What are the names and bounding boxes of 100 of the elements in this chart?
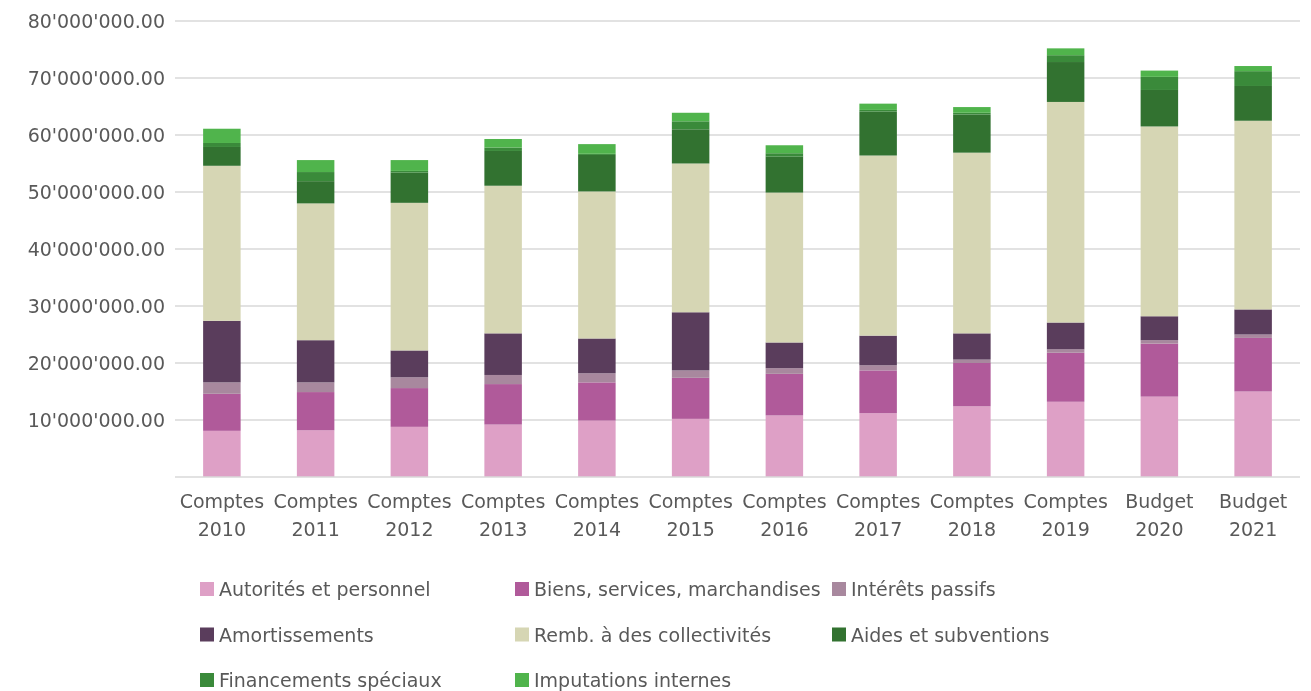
bar [953,406,991,477]
x-tick-label: Comptes 2017 [835,490,921,540]
x-tick-label: Comptes 2015 [648,490,733,540]
y-tick-label: 80'000'000.00 [27,10,165,32]
legend-label: Amortissements [219,623,374,646]
bar [1140,343,1179,397]
bar [390,426,429,477]
bar [1140,89,1179,127]
bar [671,418,710,477]
bar [859,155,897,336]
bar [1140,76,1179,90]
bar [859,370,897,414]
bar [1046,48,1085,56]
bar [1046,62,1085,102]
bar [390,388,429,427]
bar [1046,55,1085,63]
bar [484,424,522,477]
y-tick-label: 40'000'000.00 [27,238,165,260]
bar [953,363,991,407]
bar [1046,401,1085,477]
bar [203,165,241,321]
bar [296,392,335,431]
y-tick-label: 20'000'000.00 [27,352,165,374]
bar [484,185,522,334]
legend-label: Imputations internes [534,669,732,691]
bar [859,335,897,366]
bar [671,163,710,313]
y-tick-label: 60'000'000.00 [27,124,165,146]
bar [203,142,241,147]
y-tick-label: 70'000'000.00 [27,67,165,89]
bar [1140,316,1179,341]
bar [578,154,616,192]
bar [1046,322,1085,350]
bar [1234,66,1272,72]
legend-label: Remb. à des collectivités [534,623,772,646]
bar [671,129,710,164]
bar [953,107,991,113]
bar [1234,309,1272,335]
bar [765,192,804,343]
bar [1046,349,1085,353]
bar [1234,71,1272,86]
x-tick-label: Comptes 2019 [1023,490,1108,540]
bar [390,172,429,203]
legend-label: Financements spéciaux [219,669,442,691]
bar [578,144,616,154]
x-tick-label: Comptes 2011 [273,490,358,540]
bar [671,121,710,130]
bar [765,415,804,477]
bar [765,368,804,374]
y-tick-label: 50'000'000.00 [27,181,165,203]
bar [578,373,616,383]
bar [671,377,710,419]
bar [484,384,522,425]
bar [1140,126,1179,317]
bar [484,150,522,186]
legend-label: Biens, services, marchandises [534,578,821,600]
bar [578,382,616,421]
x-tick-label: Comptes 2016 [742,490,827,540]
bar [1234,337,1272,392]
bar [578,338,616,374]
bar [296,382,335,393]
bar [671,112,710,122]
x-tick-label: Budget 2021 [1218,490,1288,540]
x-tick-label: Comptes 2012 [367,490,452,540]
bar [765,153,804,157]
bar [765,342,804,369]
bar [1234,120,1272,310]
bar [203,382,241,394]
bar [296,160,335,173]
bar [953,333,991,360]
bar [296,430,335,477]
x-tick-label: Comptes 2018 [929,490,1015,540]
x-tick-label: Budget 2020 [1125,490,1194,540]
bar [484,138,522,148]
bar [296,181,335,204]
bar [953,114,991,153]
bar [859,413,897,477]
bar [1140,70,1179,77]
bar [1234,391,1272,477]
bar [578,420,616,477]
bar [390,202,429,351]
bar [953,152,991,334]
x-tick-label: Comptes 2010 [179,490,265,540]
bar [203,146,241,166]
bar [1140,340,1179,344]
bar [859,111,897,156]
bar [1140,396,1179,477]
bar [296,340,335,383]
bar [1046,352,1085,402]
legend-label: Autorités et personnel [219,578,431,600]
bar [203,430,241,477]
y-tick-label: 10'000'000.00 [27,409,165,431]
y-tick-label: 30'000'000.00 [27,295,165,317]
bar [765,145,804,154]
bar [484,374,522,385]
bar [484,333,522,375]
bar [859,365,897,371]
legend-label: Intérêts passifs [851,578,996,600]
x-tick-label: Comptes 2014 [554,490,640,540]
bar [203,393,241,431]
